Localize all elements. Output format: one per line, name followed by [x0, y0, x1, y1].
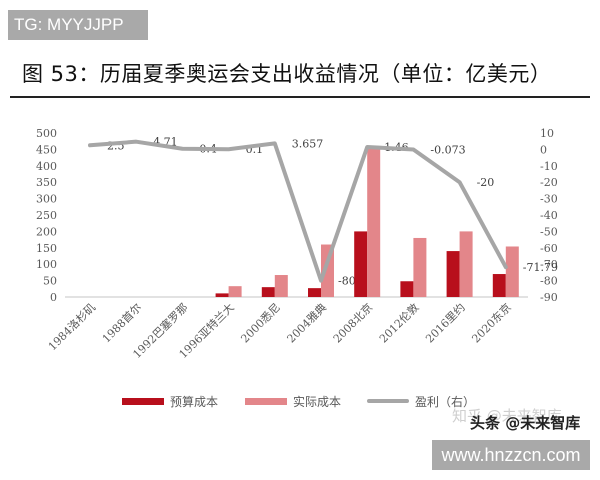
budget-cost-bar: [400, 281, 414, 297]
left-axis-tick-label: 500: [36, 127, 57, 140]
legend-item-budget: 预算成本: [122, 393, 218, 409]
right-axis-tick-label: -50: [540, 225, 558, 238]
actual-cost-bar: [228, 286, 242, 297]
actual-cost-bar: [367, 147, 381, 297]
x-axis-category-label: 2020东京: [469, 300, 514, 345]
budget-cost-bar: [261, 287, 275, 297]
legend-item-profit: 盈利（右）: [367, 393, 475, 409]
profit-data-label: -20: [477, 176, 495, 189]
x-axis-category-label: 1984洛杉矶: [45, 300, 98, 353]
budget-cost-bar: [446, 251, 460, 297]
legend-label-budget: 预算成本: [170, 394, 219, 409]
left-axis-tick-label: 300: [36, 193, 57, 206]
tg-watermark-badge: TG: MYYJJPP: [8, 10, 148, 40]
right-axis-tick-label: 0: [540, 143, 547, 156]
x-axis-category-label: 2008北京: [330, 300, 375, 345]
profit-data-label: -0.073: [430, 144, 465, 157]
toutiao-watermark: 头条 @未来智库: [470, 414, 581, 432]
left-axis-tick-label: 350: [36, 176, 57, 189]
x-axis-category-label: 2012伦敦: [376, 300, 421, 345]
legend-item-actual: 实际成本: [245, 393, 341, 409]
legend-label-profit: 盈利（右）: [415, 394, 476, 409]
left-axis-tick-label: 0: [50, 291, 57, 304]
site-watermark-badge: www.hnzzcn.com: [432, 440, 590, 470]
right-axis-tick-label: -30: [540, 193, 558, 206]
legend-swatch-budget: [122, 397, 164, 405]
right-axis-tick-label: -70: [540, 258, 558, 271]
right-axis-tick-label: -10: [540, 160, 558, 173]
profit-data-label: 3.657: [292, 137, 324, 150]
x-axis-category-label: 2004雅典: [284, 300, 329, 345]
chart-title: 图 53：历届夏季奥运会支出收益情况（单位：亿美元）: [22, 62, 552, 86]
right-axis-tick-label: 10: [540, 127, 554, 140]
legend-swatch-actual: [245, 397, 287, 405]
x-axis-category-label: 1988首尔: [99, 300, 144, 345]
right-axis-tick-label: -90: [540, 291, 558, 304]
legend-swatch-profit: [367, 399, 409, 403]
left-axis-tick-label: 400: [36, 160, 57, 173]
left-axis-tick-label: 200: [36, 225, 57, 238]
x-axis-category-label: 2000悉尼: [238, 301, 283, 346]
profit-data-label: -71.79: [523, 261, 558, 274]
left-axis-tick-label: 250: [36, 209, 57, 222]
left-axis-tick-label: 450: [36, 143, 57, 156]
actual-cost-bar: [459, 231, 473, 297]
chart-legend: 预算成本 实际成本 盈利（右）: [0, 393, 600, 409]
right-axis-tick-label: -60: [540, 242, 558, 255]
actual-cost-bar: [413, 237, 427, 297]
actual-cost-bar: [505, 246, 519, 297]
zhihu-watermark: 知乎 @未来智库: [452, 407, 562, 425]
title-divider: [10, 96, 590, 98]
budget-cost-bar: [215, 293, 229, 297]
left-axis-tick-label: 50: [43, 275, 57, 288]
budget-cost-bar: [492, 274, 506, 297]
budget-cost-bar: [308, 288, 321, 297]
right-axis-tick-label: -80: [540, 275, 558, 288]
profit-line: [88, 139, 508, 283]
legend-label-actual: 实际成本: [293, 394, 342, 409]
profit-data-label: -80: [338, 275, 356, 288]
left-axis-tick-label: 150: [36, 242, 57, 255]
right-axis-tick-label: -20: [540, 176, 558, 189]
left-axis-tick-label: 100: [36, 258, 57, 271]
right-axis-tick-label: -40: [540, 209, 558, 222]
budget-cost-bar: [354, 231, 368, 297]
actual-cost-bar: [274, 275, 288, 297]
x-axis-category-label: 2016里约: [423, 301, 468, 346]
